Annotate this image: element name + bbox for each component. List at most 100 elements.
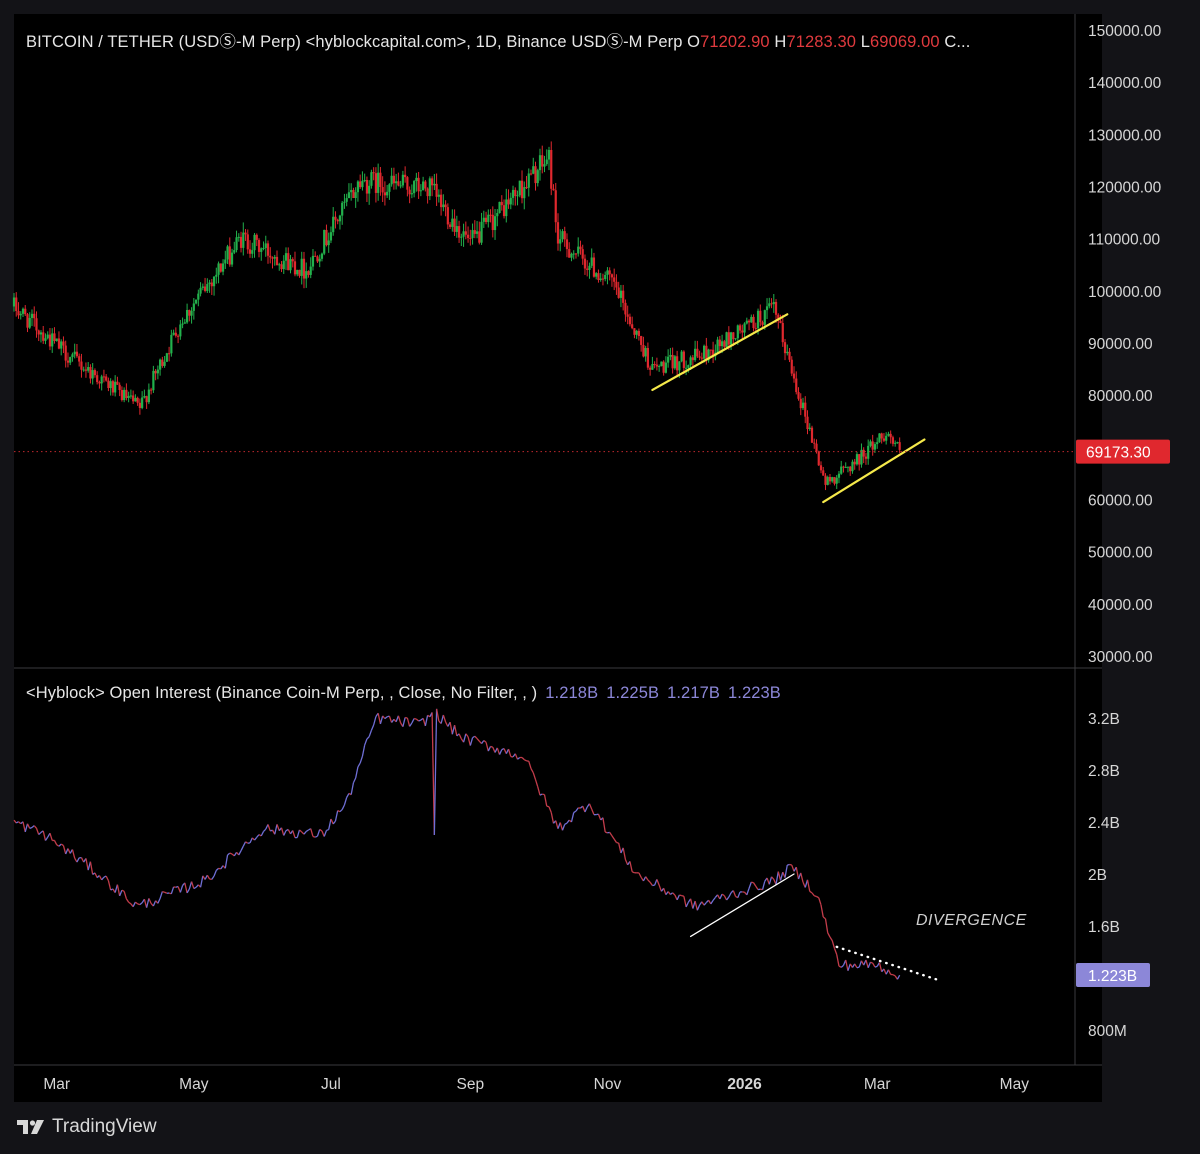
candle-up — [329, 232, 333, 241]
oi-segment — [710, 900, 714, 905]
oi-segment — [696, 904, 701, 911]
candle-up — [887, 433, 890, 436]
candle-down — [120, 390, 123, 401]
candle-up — [278, 264, 281, 266]
oi-segment — [647, 879, 651, 883]
candle-up — [21, 308, 25, 314]
oi-segment — [424, 715, 429, 727]
candle-down — [574, 253, 578, 255]
oi-value-3: 1.217B — [667, 684, 720, 702]
oi-segment — [224, 854, 229, 869]
oi-segment — [766, 877, 770, 885]
candle-down — [291, 259, 294, 262]
candle-up — [323, 229, 326, 254]
candle-down — [709, 349, 712, 351]
oi-segment — [337, 810, 341, 813]
oi-segment — [534, 779, 539, 788]
oi-segment — [263, 828, 267, 832]
candle-up — [123, 389, 126, 401]
oi-segment — [854, 963, 858, 969]
candle-up — [221, 263, 225, 272]
oi-segment — [645, 876, 649, 881]
candle-up — [527, 173, 530, 188]
candle-up — [55, 338, 58, 342]
oi-segment — [305, 829, 309, 832]
oi-segment — [787, 863, 790, 866]
oi-segment — [490, 745, 494, 748]
oi-segment — [638, 872, 642, 878]
oi-segment — [110, 888, 114, 891]
oi-segment — [310, 828, 314, 837]
candle-down — [145, 396, 148, 403]
oi-segment — [453, 725, 458, 737]
oi-segment — [211, 875, 215, 880]
candle-down — [597, 273, 600, 280]
oi-segment — [44, 836, 49, 841]
time-tick-label: May — [1000, 1076, 1030, 1093]
candle-down — [534, 166, 537, 184]
oi-segment — [85, 858, 89, 871]
candle-up — [619, 290, 623, 298]
candle-down — [529, 173, 533, 175]
oi-segment — [883, 968, 887, 975]
oi-segment — [642, 876, 647, 882]
oi-segment — [737, 891, 741, 898]
oi-segment — [777, 871, 782, 881]
candle-up — [163, 361, 166, 366]
candle-up — [152, 370, 155, 391]
oi-value-4: 1.223B — [728, 684, 781, 702]
oi-segment — [867, 961, 872, 969]
oi-segment — [229, 852, 233, 855]
oi-segment — [775, 871, 779, 885]
oi-segment — [809, 890, 813, 894]
candle-up — [885, 435, 888, 441]
divergence-annotation: DIVERGENCE — [916, 912, 1027, 929]
candle-up — [395, 181, 398, 184]
candle-down — [541, 155, 544, 167]
candle-down — [554, 190, 557, 223]
oi-segment — [746, 888, 750, 896]
candle-down — [188, 310, 191, 316]
candle-up — [860, 449, 863, 465]
candle-up — [482, 217, 485, 222]
candle-up — [159, 359, 162, 370]
candle-up — [388, 184, 391, 192]
candle-down — [89, 367, 92, 379]
oi-segment — [753, 882, 757, 887]
candle-down — [316, 256, 319, 262]
candle-down — [568, 249, 571, 258]
candle-down — [752, 316, 755, 328]
oi-segment — [719, 893, 723, 900]
oi-segment — [751, 881, 754, 884]
candle-down — [118, 384, 121, 391]
candle-down — [514, 189, 517, 197]
oi-legend: <Hyblock> Open Interest (Binance Coin-M … — [26, 684, 781, 703]
candle-down — [813, 442, 816, 444]
candle-down — [446, 207, 449, 225]
candle-up — [702, 345, 706, 359]
candle-down — [42, 332, 45, 341]
candle-up — [518, 180, 521, 196]
oi-segment — [321, 830, 325, 837]
candle-down — [662, 361, 665, 373]
oi-segment — [829, 936, 833, 941]
candles-group — [12, 141, 901, 491]
candle-down — [788, 351, 791, 360]
candle-down — [565, 239, 569, 250]
oi-segment — [546, 805, 550, 808]
candle-down — [489, 214, 492, 216]
oi-segment — [397, 715, 402, 724]
candle-up — [846, 466, 850, 468]
oi-segment — [597, 813, 602, 821]
oi-segment — [287, 829, 292, 835]
close-label: C... — [944, 33, 971, 51]
oi-segment — [186, 888, 190, 894]
candle-down — [592, 257, 596, 277]
candle-up — [772, 301, 775, 305]
candle-up — [190, 310, 193, 316]
oi-segment — [542, 793, 545, 796]
oi-segment — [806, 879, 811, 892]
candle-down — [365, 179, 369, 194]
oi-segment — [276, 824, 280, 831]
